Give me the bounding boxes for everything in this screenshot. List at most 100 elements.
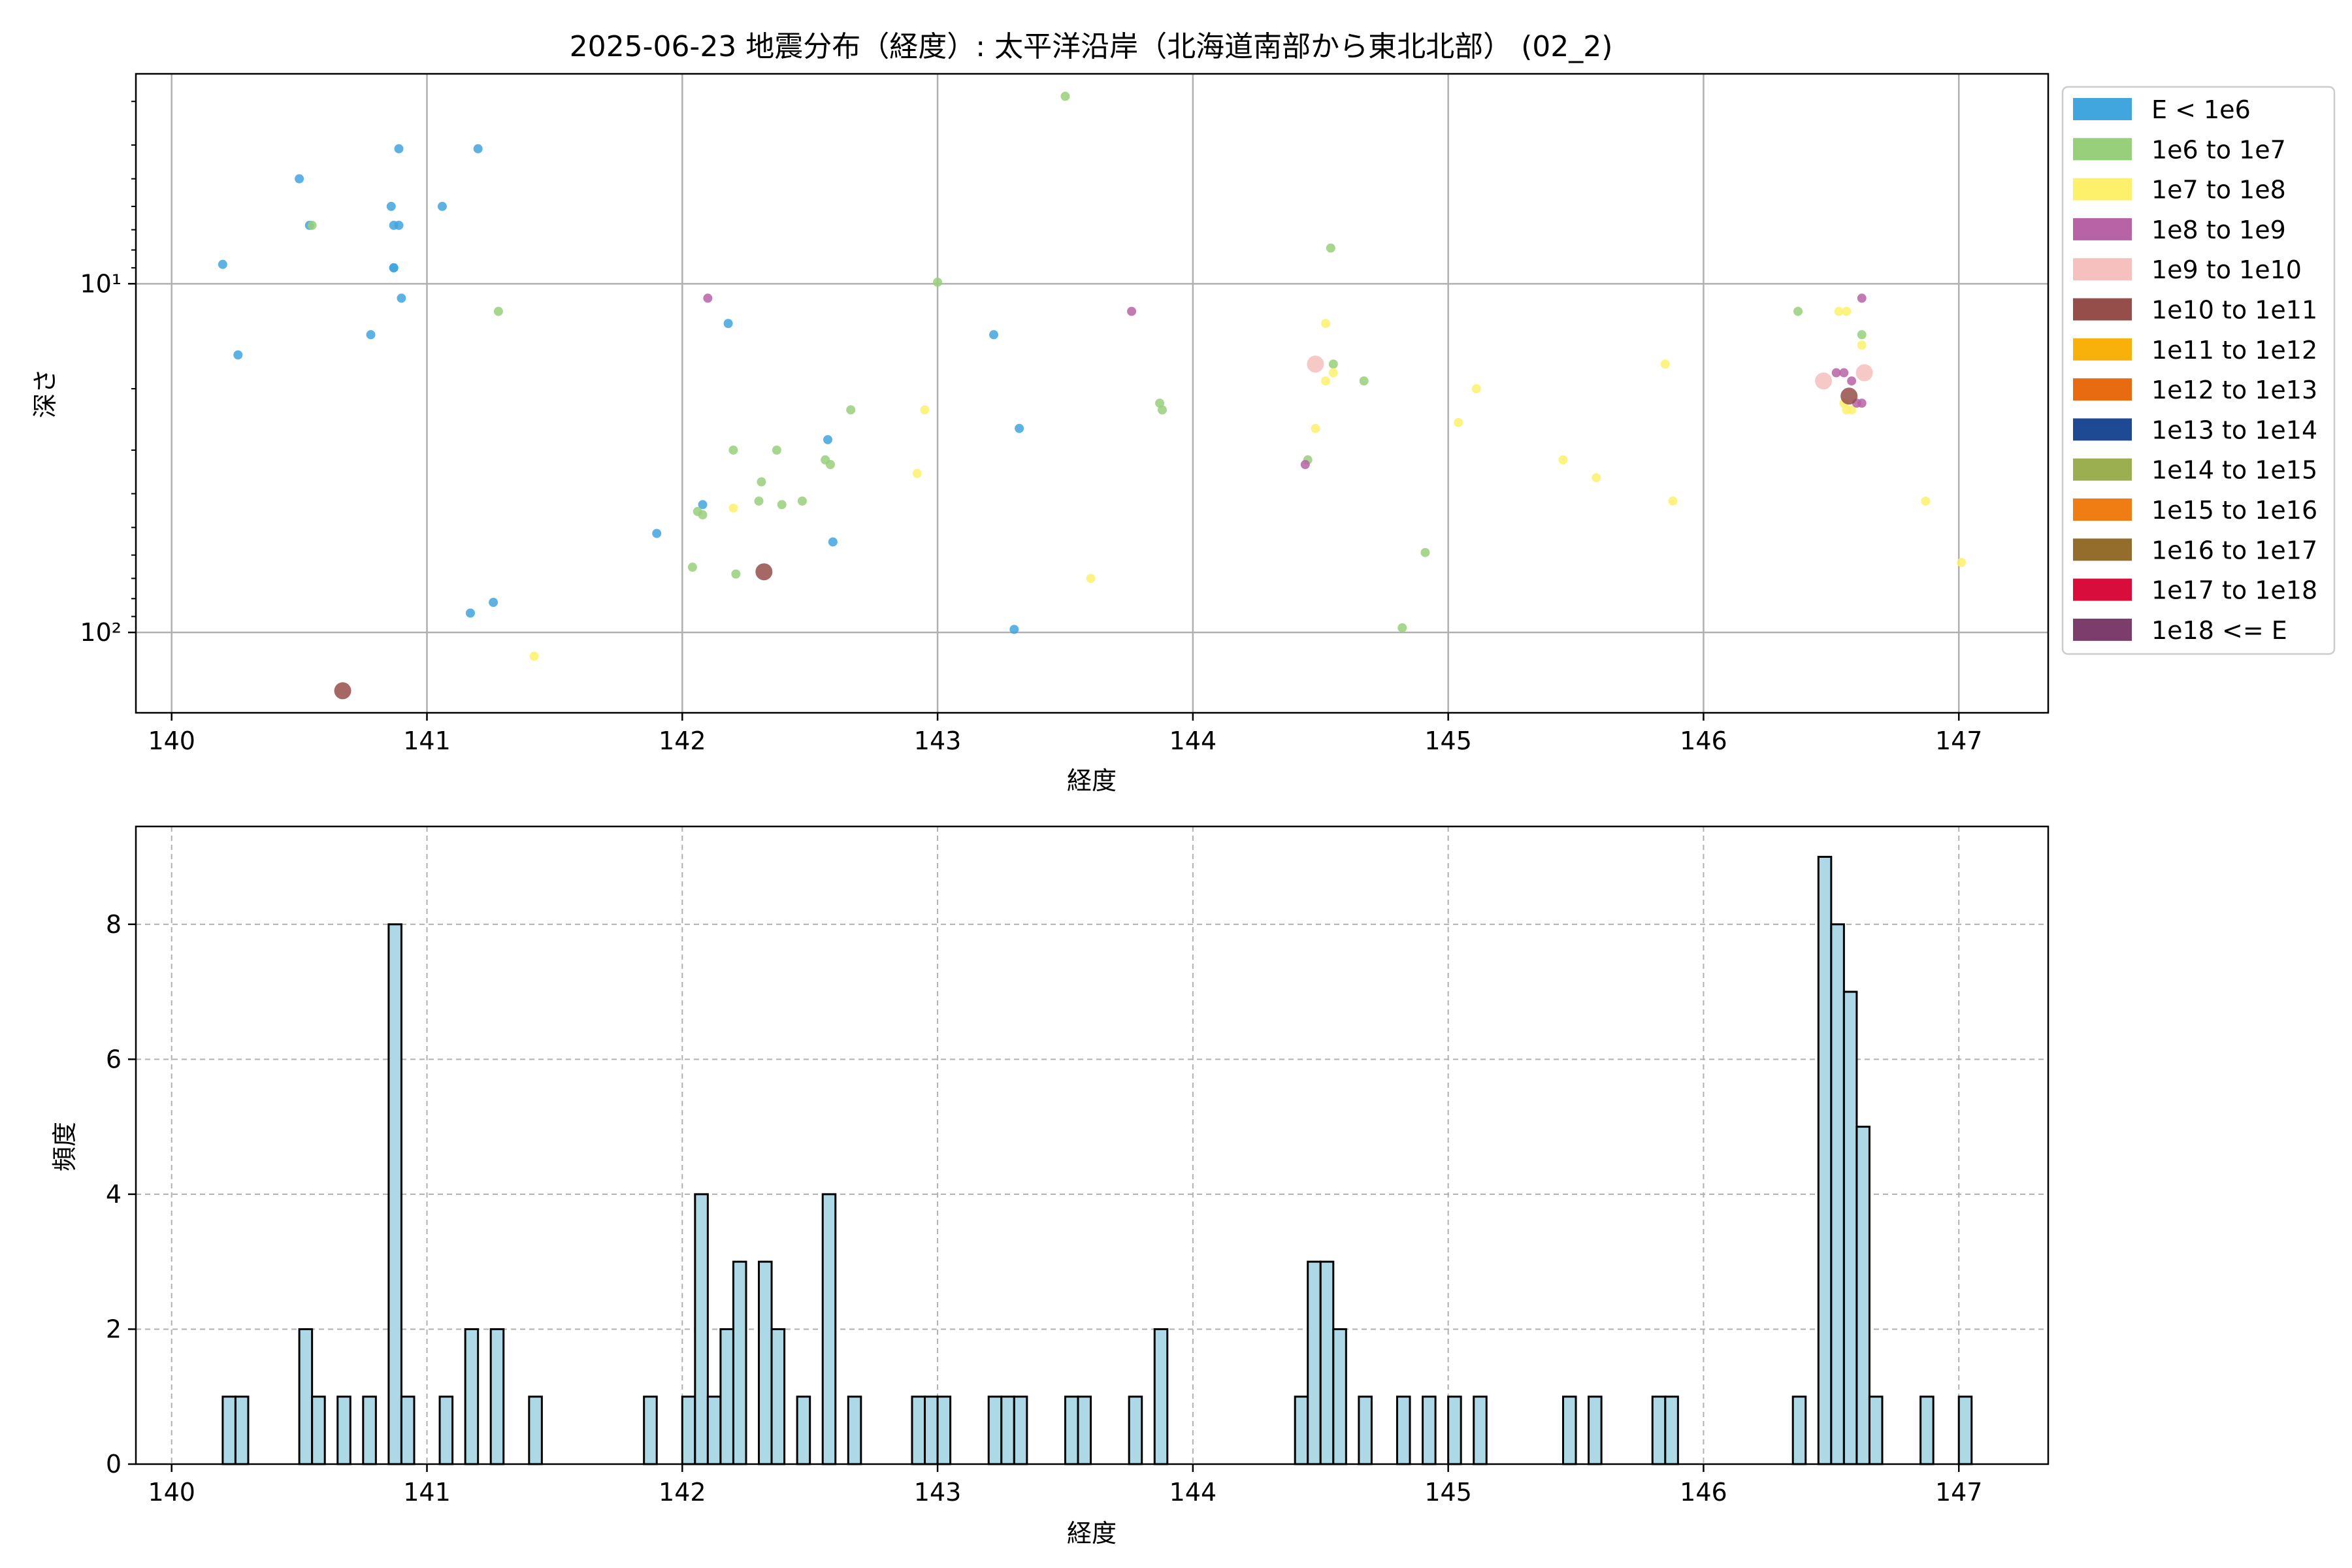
- scatter-point: [1857, 399, 1867, 408]
- scatter-point: [1307, 355, 1324, 373]
- histogram-bar: [706, 1396, 722, 1465]
- histogram-y-tick-label: 2: [106, 1315, 122, 1343]
- scatter-point: [652, 529, 662, 538]
- scatter-point: [1831, 368, 1841, 378]
- chart-title: 2025-06-23 地震分布（経度）: 太平洋沿岸（北海道南部から東北北部） …: [570, 30, 1613, 63]
- histogram-bar: [387, 923, 402, 1465]
- scatter-point: [1834, 306, 1844, 316]
- scatter-point: [1957, 557, 1967, 567]
- histogram-bar: [1422, 1396, 1437, 1465]
- scatter-point: [1328, 359, 1338, 369]
- histogram-y-tick-label: 8: [106, 910, 122, 939]
- scatter-x-tick-label: 140: [148, 727, 195, 755]
- scatter-point: [1857, 340, 1867, 350]
- histogram-x-tick-label: 141: [403, 1478, 451, 1507]
- scatter-point: [989, 330, 999, 340]
- legend-label: 1e15 to 1e16: [2151, 496, 2317, 525]
- histogram-bar: [1817, 855, 1833, 1465]
- scatter-point: [846, 405, 856, 415]
- legend-label: 1e9 to 1e10: [2151, 255, 2302, 284]
- scatter-point: [772, 445, 781, 455]
- histogram-bar: [1473, 1396, 1488, 1465]
- scatter-x-tick-label: 141: [403, 727, 451, 755]
- scatter-point: [920, 405, 930, 415]
- histogram-bar: [1562, 1396, 1577, 1465]
- legend-label: 1e11 to 1e12: [2151, 336, 2317, 365]
- scatter-point: [1839, 368, 1849, 378]
- scatter-point: [307, 220, 317, 230]
- histogram-bar: [694, 1193, 709, 1465]
- scatter-y-tick-label: 10²: [80, 618, 122, 647]
- scatter-point: [233, 350, 243, 360]
- legend-label: 1e13 to 1e14: [2151, 416, 2317, 444]
- scatter-x-tick-label: 146: [1680, 727, 1727, 755]
- scatter-point: [703, 293, 713, 303]
- histogram-bar: [796, 1396, 811, 1465]
- histogram-x-tick-label: 142: [659, 1478, 706, 1507]
- legend-label: 1e10 to 1e11: [2151, 296, 2317, 325]
- histogram-bar: [221, 1396, 237, 1465]
- scatter-point: [1009, 625, 1019, 634]
- scatter-x-label: 経度: [1067, 766, 1117, 795]
- legend-swatch: [2073, 498, 2132, 521]
- histogram-bar: [987, 1396, 1003, 1465]
- histogram-bar: [1077, 1396, 1092, 1465]
- scatter-point: [397, 293, 406, 303]
- scatter-point: [797, 496, 807, 506]
- histogram-bar: [1000, 1396, 1015, 1465]
- histogram-y-tick-label: 4: [106, 1180, 122, 1209]
- legend-swatch: [2073, 538, 2132, 561]
- scatter-point: [1328, 368, 1338, 378]
- histogram-bar: [1447, 1396, 1462, 1465]
- histogram-bar: [1919, 1396, 1935, 1465]
- scatter-point: [473, 144, 483, 154]
- scatter-point: [366, 330, 376, 340]
- legend-label: 1e8 to 1e9: [2151, 216, 2286, 244]
- scatter-x-ticks: 140 141 142 143 144 145 146 147: [148, 713, 1982, 755]
- scatter-point: [698, 500, 708, 510]
- scatter-point: [394, 144, 404, 154]
- legend-swatch: [2073, 178, 2132, 201]
- histogram-bar: [1664, 1396, 1679, 1465]
- scatter-point: [1660, 359, 1670, 369]
- histogram-bar: [847, 1396, 862, 1465]
- scatter-point: [1086, 574, 1096, 583]
- histogram-x-label: 経度: [1067, 1519, 1117, 1548]
- histogram-bar: [1319, 1260, 1335, 1465]
- scatter-point: [828, 537, 838, 547]
- scatter-point: [825, 460, 835, 470]
- scatter-point: [728, 445, 738, 455]
- histogram-y-label: 頻度: [50, 1122, 79, 1171]
- histogram-bar: [821, 1193, 837, 1465]
- histogram-x-tick-label: 145: [1424, 1478, 1472, 1507]
- histogram-bar: [400, 1396, 416, 1465]
- scatter-point: [1840, 387, 1858, 405]
- legend-swatch: [2073, 258, 2132, 281]
- histogram-bar: [311, 1396, 326, 1465]
- legend-box: [2061, 86, 2336, 655]
- legend-swatch: [2073, 98, 2132, 120]
- legend-label: 1e7 to 1e8: [2151, 176, 2286, 204]
- histogram-panel: 140 141 142 143 144 145 146 147 0 2 4 6 8 経度 頻度: [50, 825, 2050, 1548]
- legend: E < 1e6 1e6 to 1e7 1e7 to 1e8 1e8 to 1e9 1e9…: [2061, 86, 2336, 655]
- histogram-bar: [1830, 923, 1845, 1465]
- scatter-point: [386, 201, 396, 211]
- histogram-y-tick-label: 6: [106, 1045, 122, 1073]
- legend-label: 1e6 to 1e7: [2151, 135, 2286, 164]
- scatter-x-tick-label: 143: [914, 727, 962, 755]
- legend-swatch: [2073, 298, 2132, 321]
- scatter-point: [1127, 306, 1137, 316]
- scatter-point: [1326, 243, 1335, 253]
- histogram-bar: [464, 1328, 480, 1465]
- scatter-point: [1857, 293, 1867, 303]
- legend-items: E < 1e6 1e6 to 1e7 1e7 to 1e8 1e8 to 1e9 1e9…: [2073, 95, 2317, 645]
- histogram-bar: [438, 1396, 454, 1465]
- scatter-x-tick-label: 142: [659, 727, 706, 755]
- histogram-x-tick-label: 140: [148, 1478, 195, 1507]
- scatter-point: [465, 608, 475, 618]
- histogram-frame: [135, 825, 2050, 1465]
- scatter-point: [912, 468, 922, 478]
- scatter-point: [933, 277, 943, 287]
- scatter-points: [218, 91, 1967, 700]
